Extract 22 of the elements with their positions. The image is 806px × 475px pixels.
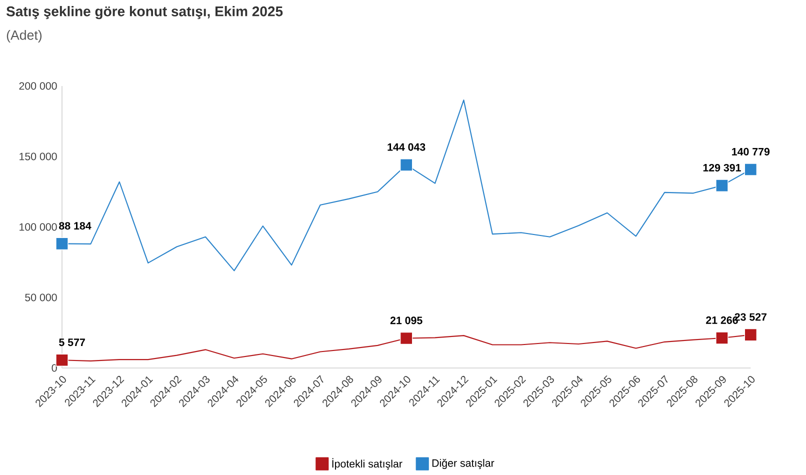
y-tick-label: 200 000 <box>19 82 57 90</box>
legend-label: İpotekli satışlar <box>332 458 402 470</box>
chart-title: Satış şekline göre konut satışı, Ekim 2025 <box>6 6 283 20</box>
data-label: 21 095 <box>390 316 422 324</box>
y-tick-label: 50 000 <box>25 294 57 302</box>
point <box>716 179 728 192</box>
y-tick-label: 100 000 <box>20 223 57 231</box>
data-label: 140 779 <box>732 148 770 156</box>
data-label: 5 577 <box>59 338 85 346</box>
point <box>716 332 728 344</box>
point <box>56 354 68 367</box>
data-label: 144 043 <box>388 143 426 151</box>
data-label: 88 184 <box>59 222 92 230</box>
chart-subtitle: (Adet) <box>6 30 42 43</box>
point <box>744 163 757 176</box>
legend-label: Diğer satışlar <box>432 459 494 470</box>
point <box>56 237 68 250</box>
point <box>744 328 757 342</box>
y-tick-label: 150 000 <box>20 152 57 160</box>
point <box>400 158 413 172</box>
point <box>400 332 413 345</box>
data-label: 129 391 <box>703 164 741 172</box>
